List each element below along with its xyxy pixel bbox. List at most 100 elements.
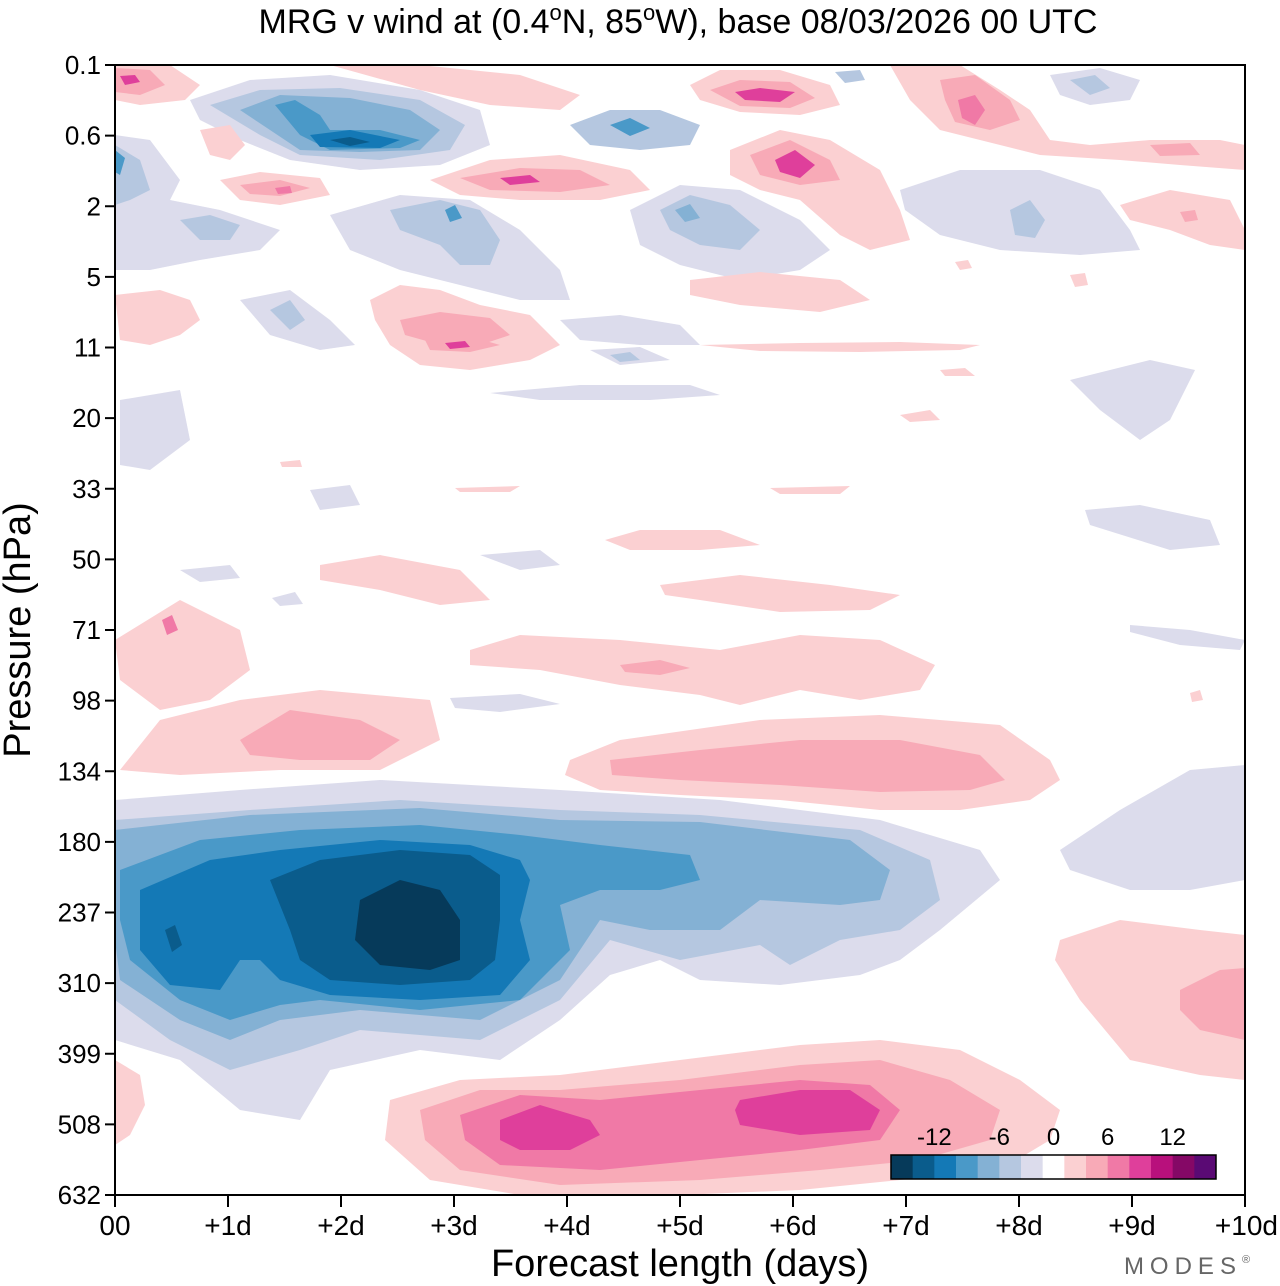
y-tick-label: 5	[87, 262, 101, 292]
y-tick-label: 310	[58, 968, 101, 998]
contour-pos-upper28	[955, 260, 972, 270]
contour-pos-upper7	[500, 175, 540, 185]
colorbar-swatch	[912, 1155, 935, 1179]
contour-neg-small	[165, 925, 182, 952]
x-tick-label: +1d	[204, 1210, 252, 1241]
y-tick-label: 71	[72, 615, 101, 645]
contour-pos-right-b	[1180, 968, 1245, 1040]
colorbar-swatch	[1042, 1155, 1065, 1179]
x-axis-label: Forecast length (days)	[491, 1243, 869, 1285]
y-tick-label: 50	[72, 544, 101, 574]
contour-neg-mid8	[272, 592, 303, 606]
colorbar-swatch	[1107, 1155, 1130, 1179]
contour-fills	[115, 65, 1245, 1195]
contour-neg-mid1	[120, 390, 190, 470]
y-tick-label: 134	[58, 756, 101, 786]
contour-neg-right2	[1130, 625, 1245, 650]
contour-pos-upper32	[770, 486, 850, 494]
colorbar-swatch	[1129, 1155, 1152, 1179]
colorbar-swatch	[1172, 1155, 1195, 1179]
contour-pos-right-a	[1055, 920, 1245, 1080]
y-tick-label: 2	[87, 191, 101, 221]
chart-title: MRG v wind at (0.4oN, 85oW), base 08/03/…	[259, 0, 1098, 41]
y-tick-label: 11	[74, 333, 101, 363]
contour-neg-upper18	[675, 204, 700, 222]
contour-neg-upper15	[445, 205, 462, 222]
contour-neg-upper6	[330, 137, 370, 146]
x-axis: 00 +1d +2d +3d +4d +5d +6d +7d +8d +9d +10d	[99, 1195, 1278, 1241]
y-tick-label: 0.1	[65, 50, 101, 80]
colorbar-swatch	[934, 1155, 957, 1179]
y-tick-label: 237	[58, 898, 101, 928]
y-axis-label: Pressure (hPa)	[0, 502, 39, 758]
contour-pos-upper31	[900, 410, 940, 422]
contour-neg-upper22	[1070, 75, 1110, 95]
contour-neg-upper28	[610, 352, 640, 362]
contour-neg-upper26	[560, 315, 700, 345]
contour-pos-71b	[620, 660, 690, 675]
contour-pos-upper27	[700, 342, 980, 352]
contour-pos-upper36	[1190, 690, 1203, 702]
contour-neg-right	[1060, 765, 1245, 890]
contour-pos-upper1	[330, 65, 580, 110]
y-tick-label: 98	[72, 686, 101, 716]
contour-pos-top-left3	[120, 75, 140, 85]
contour-neg-98	[450, 694, 560, 712]
contour-neg-upper8	[610, 118, 650, 136]
colorbar-swatch	[1064, 1155, 1087, 1179]
y-tick-label: 0.6	[65, 121, 101, 151]
contour-neg-mid6	[1070, 360, 1195, 440]
contour-pos-upper26	[690, 272, 870, 312]
contour-pos-upper34	[280, 460, 302, 467]
colorbar-swatch	[1151, 1155, 1174, 1179]
contour-pos-upper15	[1120, 190, 1245, 250]
y-tick-label: 399	[58, 1039, 101, 1069]
x-tick-label: +8d	[995, 1210, 1043, 1241]
contour-pos-71	[470, 635, 935, 705]
x-tick-label: +7d	[882, 1210, 930, 1241]
colorbar-swatch	[1194, 1155, 1217, 1179]
contour-pos-110b	[240, 710, 400, 760]
colorbar-tick-label: -12	[917, 1124, 952, 1151]
plot-area	[115, 65, 1245, 1195]
y-tick-label: 33	[72, 474, 101, 504]
y-tick-label: 20	[72, 403, 101, 433]
contour-pos-upper21	[115, 290, 200, 345]
contour-pos-top-left2	[115, 68, 165, 95]
x-tick-label: 00	[99, 1210, 130, 1241]
x-tick-label: +2d	[317, 1210, 365, 1241]
contour-neg-upper12	[180, 215, 240, 240]
colorbar-tick-label: 6	[1101, 1124, 1114, 1151]
colorbar-swatch	[891, 1155, 914, 1179]
colorbar-swatch	[1086, 1155, 1109, 1179]
contour-pos-upper17	[200, 125, 245, 160]
contour-neg-mid5	[1085, 505, 1220, 550]
contour-pos-upper14	[1150, 143, 1200, 156]
contour-neg-mid3	[310, 485, 360, 510]
contour-pos-upper10	[775, 150, 815, 178]
contour-pos-upper29	[1070, 273, 1088, 287]
contour-pos-45	[605, 530, 760, 550]
contour-neg-mid2	[180, 565, 240, 582]
x-tick-label: +10d	[1215, 1210, 1278, 1241]
x-tick-label: +9d	[1108, 1210, 1156, 1241]
contour-pos-upper20	[275, 186, 292, 194]
contour-pos-508-left	[115, 1060, 145, 1145]
colorbar-swatch	[1021, 1155, 1044, 1179]
contour-neg-upper25	[270, 300, 305, 330]
contour-pos-upper13	[958, 95, 985, 125]
colorbar-tick-label: 12	[1159, 1124, 1186, 1151]
contour-pos-upper30	[940, 368, 975, 376]
contour-pos-98	[115, 600, 250, 710]
x-tick-label: +4d	[543, 1210, 591, 1241]
contour-neg-mid7	[490, 385, 720, 400]
y-tick-label: 180	[58, 827, 101, 857]
x-tick-label: +6d	[769, 1210, 817, 1241]
contour-neg-upper20	[1010, 200, 1045, 238]
y-tick-label: 632	[58, 1180, 101, 1210]
colorbar-swatch	[977, 1155, 1000, 1179]
contour-pos-upper33	[455, 486, 520, 492]
y-axis: 0.1 0.6 2 5 11 20 33 50 71 98 134 180 237 310 399 508 63…	[58, 50, 115, 1210]
contour-pos-60b	[660, 575, 900, 612]
